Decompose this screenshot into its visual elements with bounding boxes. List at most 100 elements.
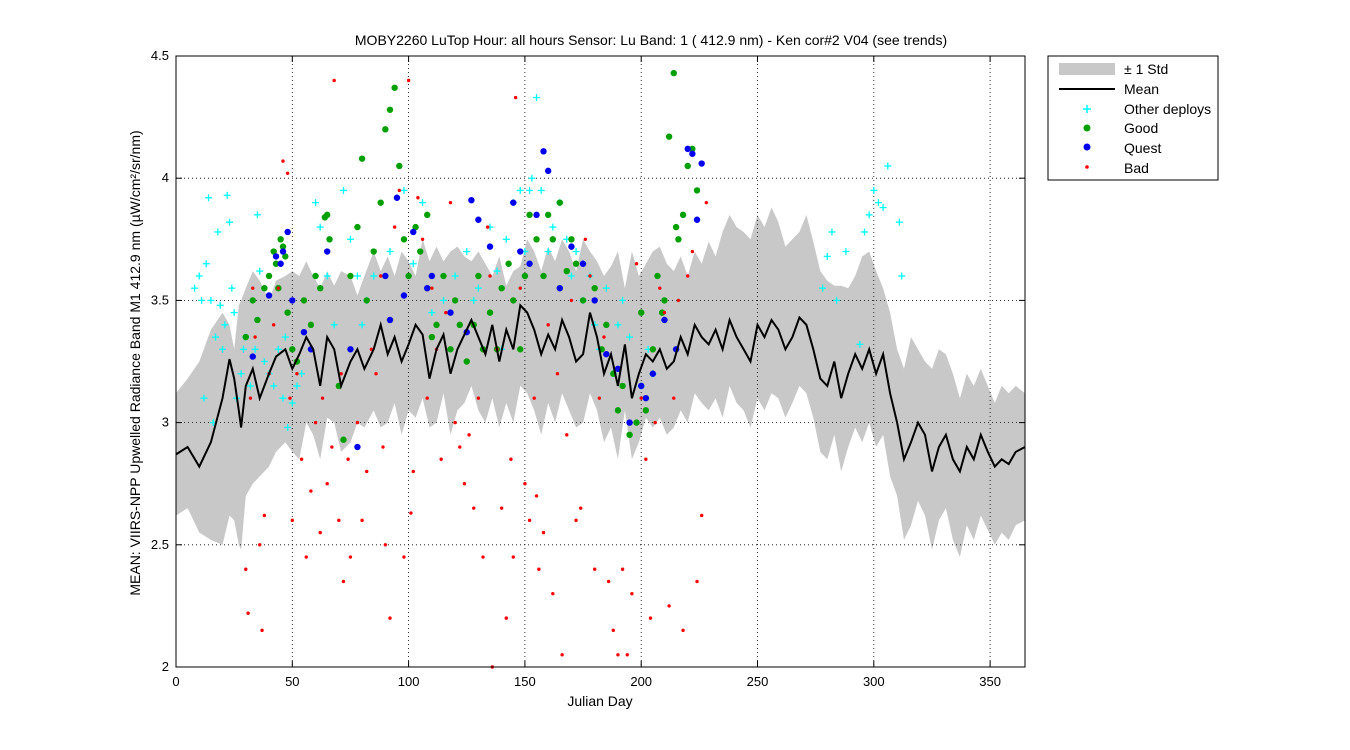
bad-point [290,518,295,523]
other-deploys-point [626,333,634,341]
other-deploys-point [312,199,320,207]
other-deploys-point [856,340,864,348]
bad-point [592,567,597,571]
good-point [317,284,324,292]
quest-point [347,346,354,353]
bad-point [295,372,299,376]
good-point [486,309,494,316]
bad-point [644,457,648,461]
quest-point [526,260,533,267]
bad-point [355,420,360,425]
legend-other-swatch [1083,105,1091,113]
good-point [300,297,308,304]
bad-point [532,396,536,400]
good-point [249,297,256,304]
good-point [510,297,517,304]
good-point [440,272,447,280]
bad-point [639,396,643,400]
bad-point [462,482,467,486]
std-band [176,207,1025,557]
other-deploys-point [256,267,264,275]
other-deploys-point [270,382,278,390]
bad-point [348,555,353,559]
other-deploys-point [819,284,827,292]
mean-line [175,303,1026,475]
other-deploys-point [439,296,447,304]
bad-point [504,616,508,620]
other-deploys-point [260,358,268,365]
good-point [475,272,482,280]
good-point [658,309,666,316]
quest-point [689,150,696,157]
quest-point [468,196,475,204]
y-tick-label: 4 [162,170,169,185]
good-point [340,436,347,443]
other-deploys-point [330,321,338,329]
other-deploys-point [221,321,229,329]
good-point [347,272,354,280]
good-point [654,272,661,280]
other-deploys-point [842,248,850,256]
quest-point [284,228,291,236]
bad-point [402,555,406,559]
bad-point [425,396,429,400]
other-deploys-point [470,296,478,304]
bad-point [388,616,392,620]
other-deploys-point [572,248,580,256]
other-deploys-point [451,272,459,280]
other-deploys-point [528,174,536,182]
good-point [323,211,331,219]
bad-point [444,310,448,315]
other-deploys-point [316,223,324,231]
good-point [626,431,633,439]
bad-point [416,196,420,200]
bad-point [574,518,578,523]
bad-point [304,555,308,559]
bad-point [378,274,383,278]
other-deploys-point [353,272,361,280]
bad-point [555,372,560,376]
good-point [307,321,315,329]
good-point [447,346,454,353]
other-deploys-point [895,218,903,226]
other-deploys-point [284,423,292,431]
other-deploys-point [614,321,622,329]
other-deploys-point [207,296,215,304]
bad-point [485,225,490,229]
other-deploys-point [323,272,331,280]
other-deploys-point [516,186,524,194]
quest-point [661,316,668,324]
other-deploys-point [339,186,347,194]
other-deploys-point [619,296,627,304]
good-point [382,126,389,133]
good-point [556,199,563,206]
bad-point [583,237,588,241]
bad-point [648,616,653,620]
bad-point [467,433,471,437]
other-deploys-point [293,382,301,390]
other-deploys-point [879,204,887,212]
bad-point [476,396,481,400]
bad-point [337,518,341,523]
quest-point [510,199,517,206]
y-tick-label: 2 [162,659,169,674]
bad-point [565,433,569,437]
other-deploys-point [195,272,203,280]
other-deploys-point [358,321,366,329]
bad-point [258,543,262,547]
bad-point [499,506,504,510]
other-deploys-point [219,345,227,353]
legend-quest-label: Quest [1124,140,1161,156]
quest-point [698,160,705,167]
quest-point [277,260,284,267]
quest-point [638,382,645,390]
good-point [689,145,696,153]
quest-point [393,194,401,201]
good-point [649,346,657,353]
good-point [242,333,249,341]
other-deploys-point [602,284,610,292]
good-point [391,84,398,91]
x-tick-label: 0 [172,674,179,689]
good-point [463,358,470,365]
